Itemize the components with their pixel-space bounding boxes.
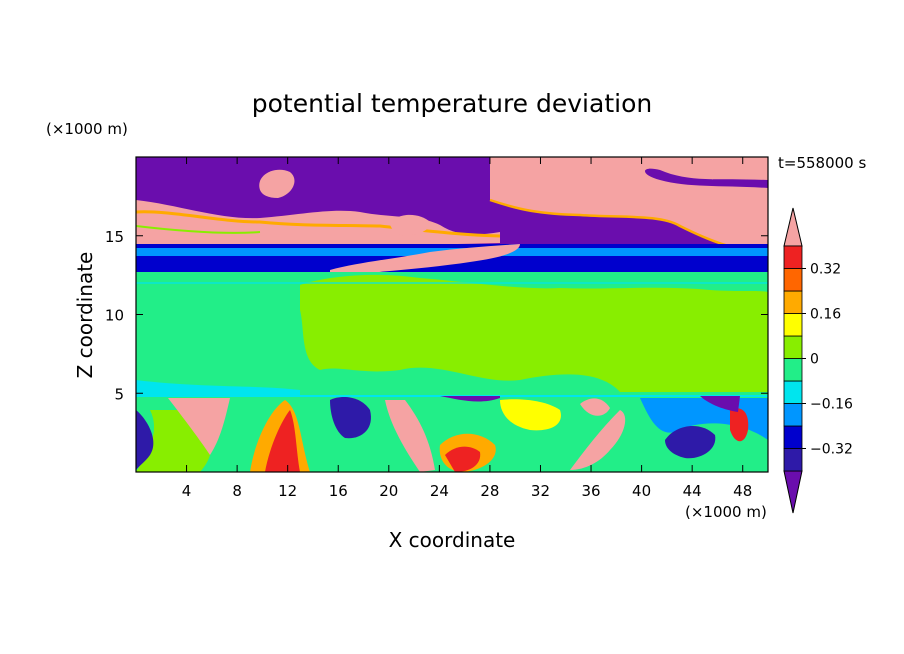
colorbar-min-arrow — [783, 470, 803, 514]
colorbar-tick-label: 0 — [810, 352, 819, 368]
colorbar-tick-label: 0.16 — [810, 307, 841, 323]
x-axis: 4 8 12 16 20 24 28 32 36 40 44 48 — [182, 157, 752, 500]
colorbar-segment — [783, 245, 803, 269]
upper-right-pink — [490, 157, 768, 251]
time-label: t=558000 s — [778, 154, 866, 172]
x-tick-label: 8 — [232, 482, 242, 500]
x-tick-label: 12 — [278, 482, 297, 500]
colorbar: 0.32 0.16 0 −0.16 −0.32 — [783, 207, 853, 514]
colorbar-segment — [783, 313, 803, 337]
y-axis: 5 10 15 — [105, 228, 768, 403]
colorbar-segment — [783, 448, 803, 472]
x-tick-label: 28 — [480, 482, 499, 500]
chart-title: potential temperature deviation — [252, 89, 652, 118]
y-tick-label: 10 — [105, 307, 124, 325]
x-tick-label: 32 — [531, 482, 550, 500]
colorbar-segment — [783, 268, 803, 292]
y-unit-label: (×1000 m) — [46, 120, 128, 138]
x-tick-label: 4 — [182, 482, 192, 500]
x-tick-label: 16 — [329, 482, 348, 500]
y-tick-label: 5 — [114, 385, 124, 403]
colorbar-segment — [783, 403, 803, 427]
colorbar-segment — [783, 425, 803, 449]
x-unit-label: (×1000 m) — [685, 503, 767, 521]
pink-blob-1 — [259, 169, 295, 198]
x-tick-label: 20 — [379, 482, 398, 500]
colorbar-max-arrow — [783, 207, 803, 247]
y-axis-label: Z coordinate — [73, 252, 97, 379]
colorbar-segment — [783, 380, 803, 404]
colorbar-tick-label: 0.32 — [810, 262, 841, 278]
x-tick-label: 40 — [632, 482, 651, 500]
colorbar-tick-label: −0.32 — [810, 442, 853, 458]
y-tick-label: 15 — [105, 228, 124, 246]
colorbar-tick-label: −0.16 — [810, 397, 853, 413]
x-axis-label: X coordinate — [389, 528, 516, 552]
x-tick-label: 44 — [683, 482, 702, 500]
x-tick-label: 48 — [733, 482, 752, 500]
plot-area — [136, 157, 768, 472]
x-tick-label: 24 — [430, 482, 449, 500]
colorbar-segment — [783, 358, 803, 382]
colorbar-segment — [783, 335, 803, 359]
x-tick-label: 36 — [581, 482, 600, 500]
colorbar-segment — [783, 290, 803, 314]
